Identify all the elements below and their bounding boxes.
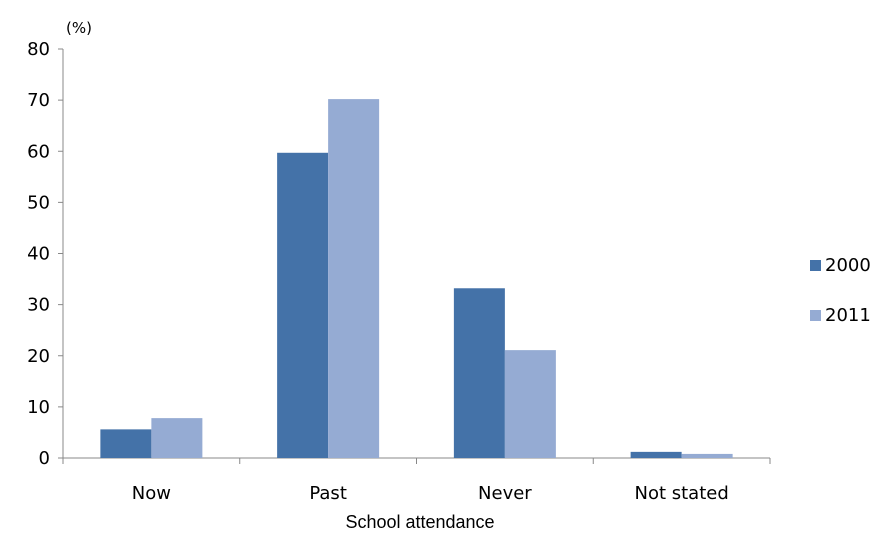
y-tick-label: 40 [27,244,50,265]
y-tick-label: 80 [27,39,50,60]
bar-2011-past [328,99,380,458]
legend: 2000 2011 [810,255,871,326]
legend-swatch-2000 [810,260,821,271]
x-axis-title: School attendance [345,512,494,532]
y-unit-label: (%) [66,19,92,37]
bar-2000-never [453,288,505,458]
bar-2000-now [100,429,152,458]
y-tick-label: 70 [27,90,50,111]
x-tick-label: Not stated [634,483,728,504]
bar-2011-not-stated [681,453,733,458]
x-tick-label: Past [309,483,347,504]
bar-2000-past [277,152,329,458]
bar-2011-now [151,418,203,458]
x-tick-label: Now [132,483,171,504]
plot-area: 0 10 20 30 40 50 60 70 80 Now Past Never Not stated [27,39,771,504]
y-tick-label: 10 [27,397,50,418]
y-tick-label: 30 [27,295,50,316]
y-tick-label: 20 [27,346,50,367]
legend-label-2000: 2000 [825,255,871,276]
y-tick-label: 60 [27,141,50,162]
y-tick-label: 0 [39,448,50,469]
legend-label-2011: 2011 [825,305,871,326]
bar-2011-never [504,350,556,458]
bar-2000-not-stated [630,451,682,458]
y-tick-label: 50 [27,192,50,213]
x-tick-label: Never [478,483,532,504]
legend-swatch-2011 [810,310,821,321]
